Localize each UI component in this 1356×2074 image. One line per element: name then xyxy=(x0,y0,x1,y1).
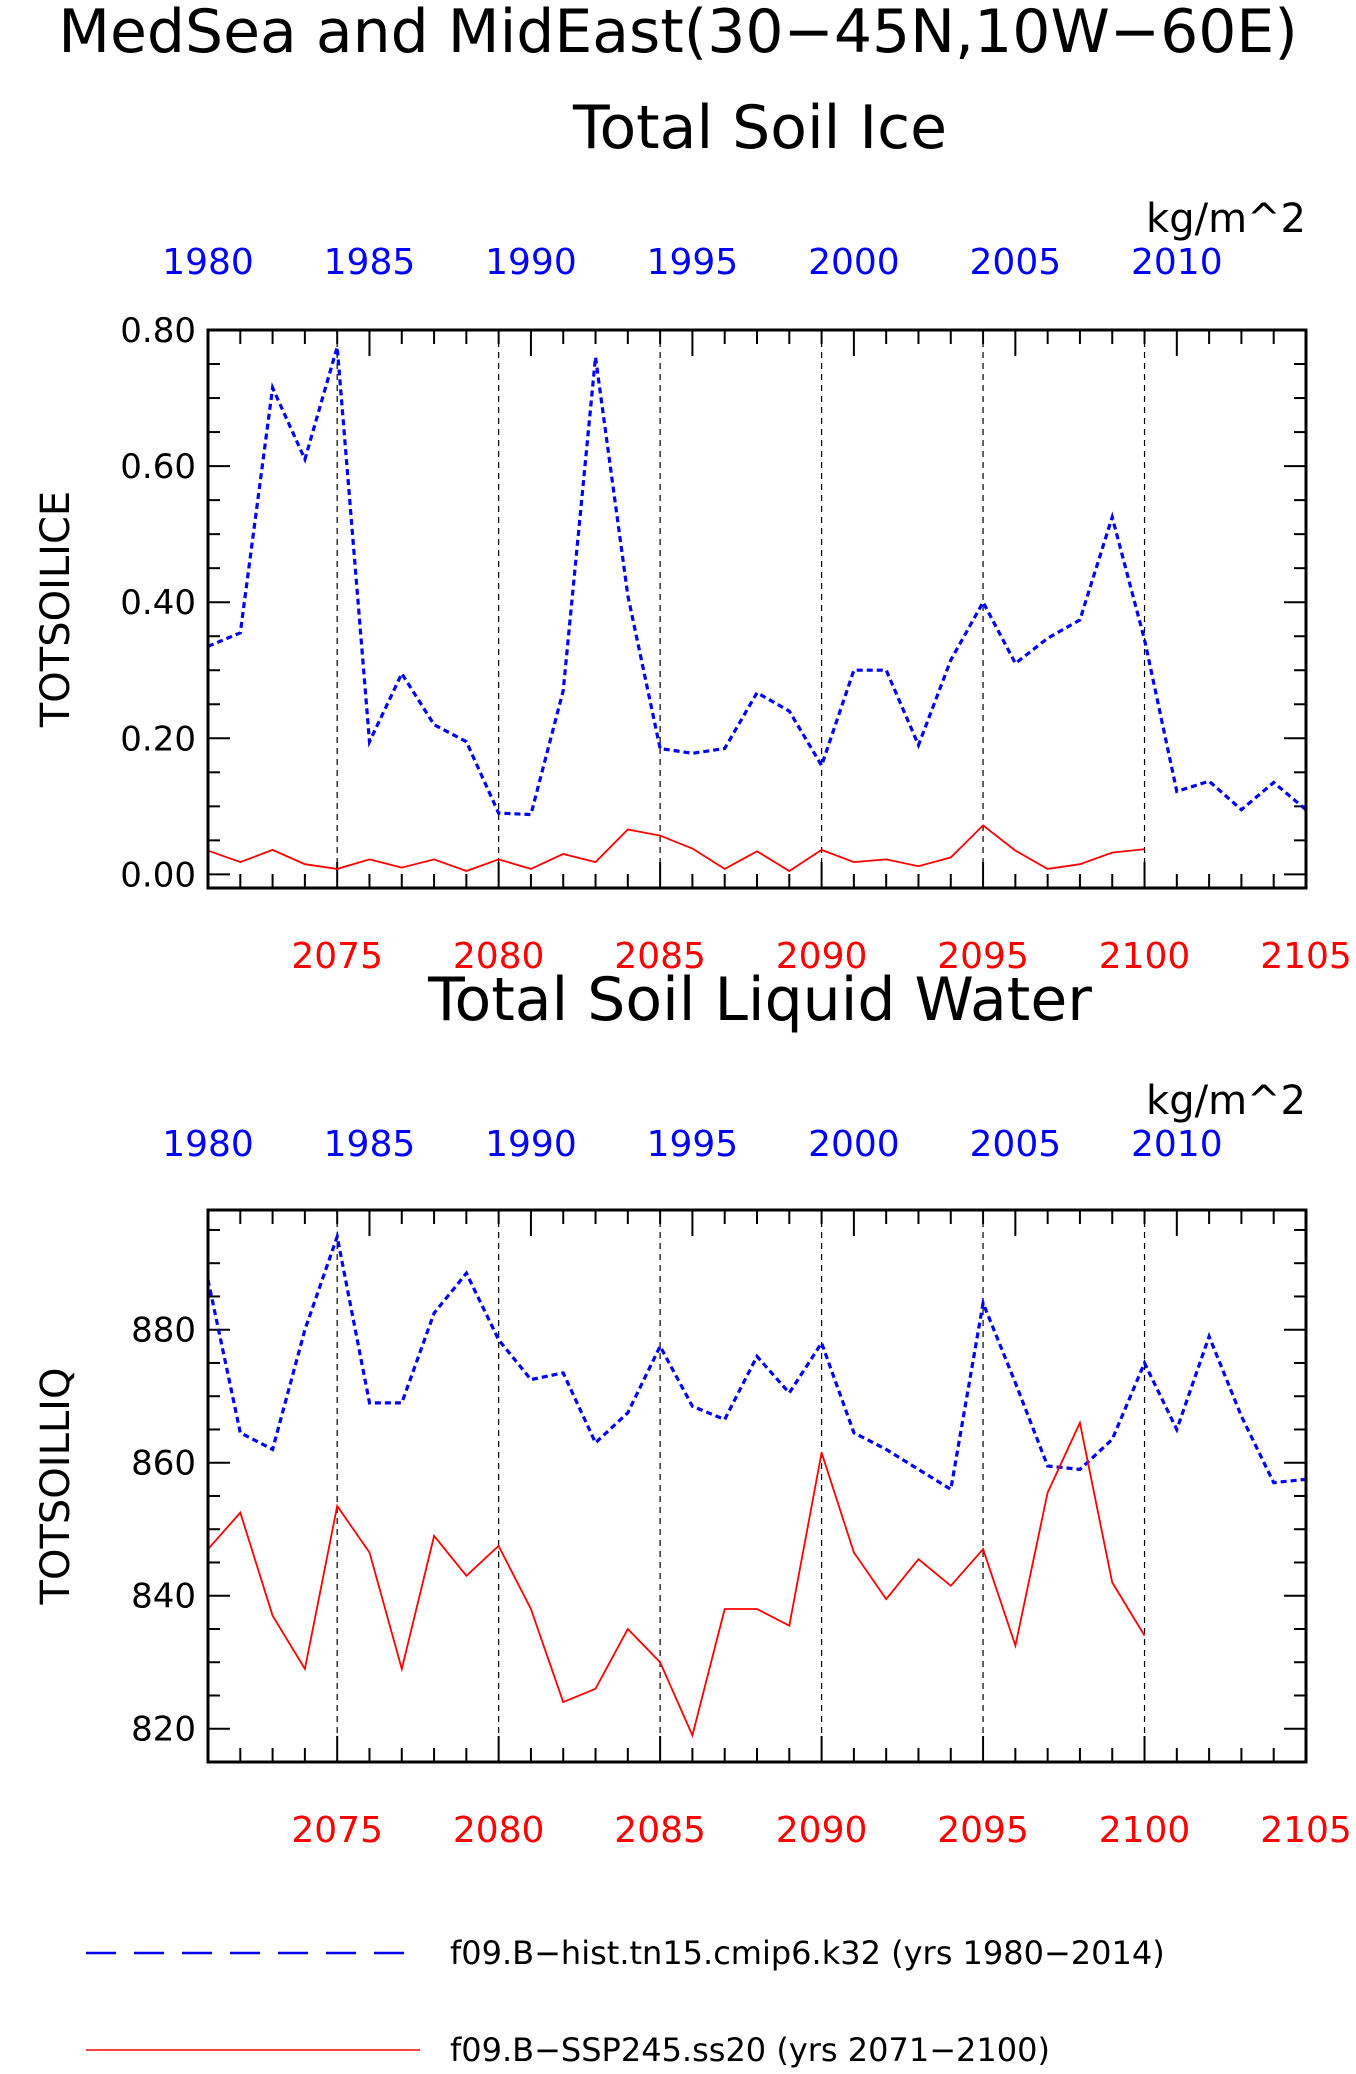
legend: f09.B−hist.tn15.cmip6.k32 (yrs 1980−2014… xyxy=(86,1934,1165,2069)
top-axis-tick-label: 2010 xyxy=(1131,242,1223,283)
top-axis-tick-label: 1985 xyxy=(324,1124,416,1165)
bottom-axis-tick-label: 2095 xyxy=(937,936,1029,977)
y-axis-label: TOTSOILLIQ xyxy=(33,1368,79,1606)
y-tick-label: 0.20 xyxy=(120,719,196,759)
top-axis-tick-label: 1980 xyxy=(162,242,254,283)
panel-title: Total Soil Liquid Water xyxy=(427,965,1092,1035)
panel-total-soil-liquid-water: Total Soil Liquid Water kg/m^2 TOTSOILLIQ 8… xyxy=(33,965,1352,1851)
top-axis-tick-label: 2005 xyxy=(970,1124,1062,1165)
top-axis-tick-label: 2010 xyxy=(1131,1124,1223,1165)
plot-frame xyxy=(206,328,1308,890)
top-axis-tick-label: 2000 xyxy=(808,242,900,283)
y-tick-label: 0.40 xyxy=(120,583,196,623)
bottom-axis-tick-label: 2075 xyxy=(291,1810,383,1851)
top-axis-tick-label: 1990 xyxy=(485,1124,577,1165)
bottom-axis-tick-label: 2090 xyxy=(776,1810,868,1851)
y-tick-label: 880 xyxy=(131,1311,196,1351)
y-tick-label: 820 xyxy=(131,1710,196,1750)
legend-label: f09.B−hist.tn15.cmip6.k32 (yrs 1980−2014… xyxy=(450,1934,1165,1972)
ssp-series-line xyxy=(208,1419,1146,1739)
top-axis-tick-label: 1995 xyxy=(647,1124,739,1165)
y-tick-label: 0.00 xyxy=(120,855,196,895)
y-tick-label: 0.80 xyxy=(120,311,196,351)
top-axis-tick-label: 1980 xyxy=(162,1124,254,1165)
bottom-axis-tick-label: 2080 xyxy=(453,936,545,977)
hist-series-line xyxy=(208,1230,1306,1492)
y-tick-label: 860 xyxy=(131,1444,196,1484)
bottom-axis-tick-label: 2100 xyxy=(1099,936,1191,977)
bottom-axis-tick-label: 2090 xyxy=(776,936,868,977)
units-label: kg/m^2 xyxy=(1146,1078,1306,1124)
legend-label: f09.B−SSP245.ss20 (yrs 2071−2100) xyxy=(450,2031,1050,2069)
bottom-axis-tick-label: 2085 xyxy=(614,936,706,977)
top-axis-tick-label: 1990 xyxy=(485,242,577,283)
top-axis-tick-label: 2005 xyxy=(970,242,1062,283)
y-axis-label: TOTSOILICE xyxy=(33,491,79,728)
units-label: kg/m^2 xyxy=(1146,196,1306,242)
figure-title: MedSea and MidEast(30−45N,10W−60E) xyxy=(58,0,1298,67)
hist-series-line xyxy=(208,346,1306,817)
y-tick-label: 0.60 xyxy=(120,447,196,487)
y-tick-label: 840 xyxy=(131,1577,196,1617)
top-axis-tick-label: 1985 xyxy=(324,242,416,283)
ssp-series-line xyxy=(208,824,1145,873)
bottom-axis-tick-label: 2105 xyxy=(1260,936,1352,977)
top-axis-tick-label: 1995 xyxy=(647,242,739,283)
bottom-axis-tick-label: 2100 xyxy=(1099,1810,1191,1851)
bottom-axis-tick-label: 2085 xyxy=(614,1810,706,1851)
bottom-axis-tick-label: 2080 xyxy=(453,1810,545,1851)
top-axis-tick-label: 2000 xyxy=(808,1124,900,1165)
panel-title: Total Soil Ice xyxy=(572,93,947,163)
bottom-axis-tick-label: 2075 xyxy=(291,936,383,977)
panel-total-soil-ice: Total Soil Ice kg/m^2 TOTSOILICE 0.00 0.20 0.… xyxy=(33,93,1352,977)
bottom-axis-tick-label: 2095 xyxy=(937,1810,1029,1851)
bottom-axis-tick-label: 2105 xyxy=(1260,1810,1352,1851)
plot-frame xyxy=(206,1208,1308,1764)
